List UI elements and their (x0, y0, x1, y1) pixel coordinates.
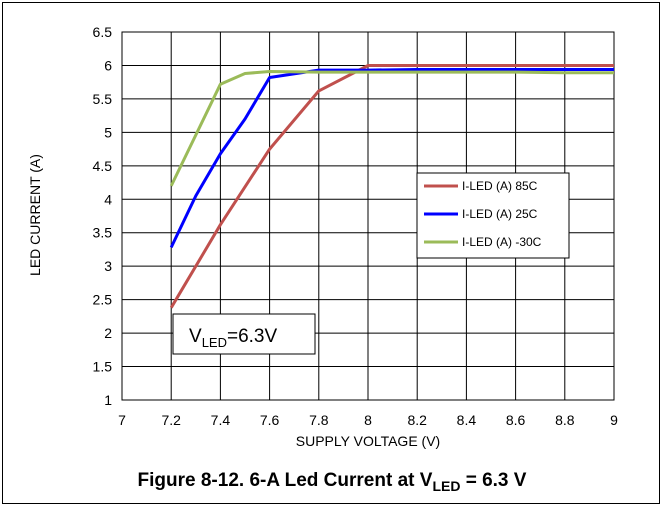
x-tick-label: 7 (118, 412, 126, 428)
y-tick-label: 1 (104, 392, 112, 408)
y-tick-label: 4 (104, 191, 112, 207)
figure-caption: Figure 8-12. 6-A Led Current at VLED = 6… (138, 470, 527, 494)
annotation-text: VLED=6.3V (189, 326, 277, 350)
x-axis-title: SUPPLY VOLTAGE (V) (296, 433, 440, 449)
y-tick-label: 2 (104, 325, 112, 341)
y-tick-label: 4.5 (93, 158, 113, 174)
x-tick-label: 8.6 (506, 412, 526, 428)
vled-annotation: VLED=6.3V (172, 313, 316, 355)
y-tick-label: 5.5 (93, 91, 113, 107)
legend-label-85c: I-LED (A) 85C (462, 179, 538, 193)
x-tick-label: 8 (364, 412, 372, 428)
y-tick-label: 1.5 (93, 359, 113, 375)
legend-label-minus30c: I-LED (A) -30C (462, 235, 542, 249)
x-tick-label: 8.4 (457, 412, 477, 428)
x-tick-label: 7.8 (309, 412, 329, 428)
series-line-85c (169, 64, 614, 309)
y-tick-label: 3.5 (93, 225, 113, 241)
y-tick-label: 2.5 (93, 292, 113, 308)
x-axis-ticks: 7 7.2 7.4 7.6 7.8 8 8.2 8.4 8.6 8.8 9 (118, 412, 618, 428)
figure-frame (2, 2, 660, 504)
y-tick-label: 6 (104, 57, 112, 73)
series-line-25c (169, 68, 614, 249)
x-tick-label: 7.6 (260, 412, 280, 428)
annotation-box (172, 313, 316, 355)
y-tick-label: 6.5 (93, 24, 113, 40)
y-tick-label: 3 (104, 258, 112, 274)
legend: I-LED (A) 85C I-LED (A) 25C I-LED (A) -3… (416, 172, 570, 259)
x-tick-label: 8.8 (555, 412, 575, 428)
x-tick-label: 7.4 (211, 412, 231, 428)
x-tick-label: 8.2 (407, 412, 427, 428)
legend-label-25c: I-LED (A) 25C (462, 207, 538, 221)
plot-area (121, 31, 615, 401)
y-axis-title: LED CURRENT (A) (27, 154, 43, 276)
x-tick-label: 7.2 (161, 412, 181, 428)
series-lines (169, 64, 614, 309)
x-tick-label: 9 (610, 412, 618, 428)
y-axis-ticks: 1 1.5 2 2.5 3 3.5 4 4.5 5 5.5 6 6.5 (93, 24, 113, 408)
series-line-minus30c (169, 70, 614, 187)
y-tick-label: 5 (104, 124, 112, 140)
